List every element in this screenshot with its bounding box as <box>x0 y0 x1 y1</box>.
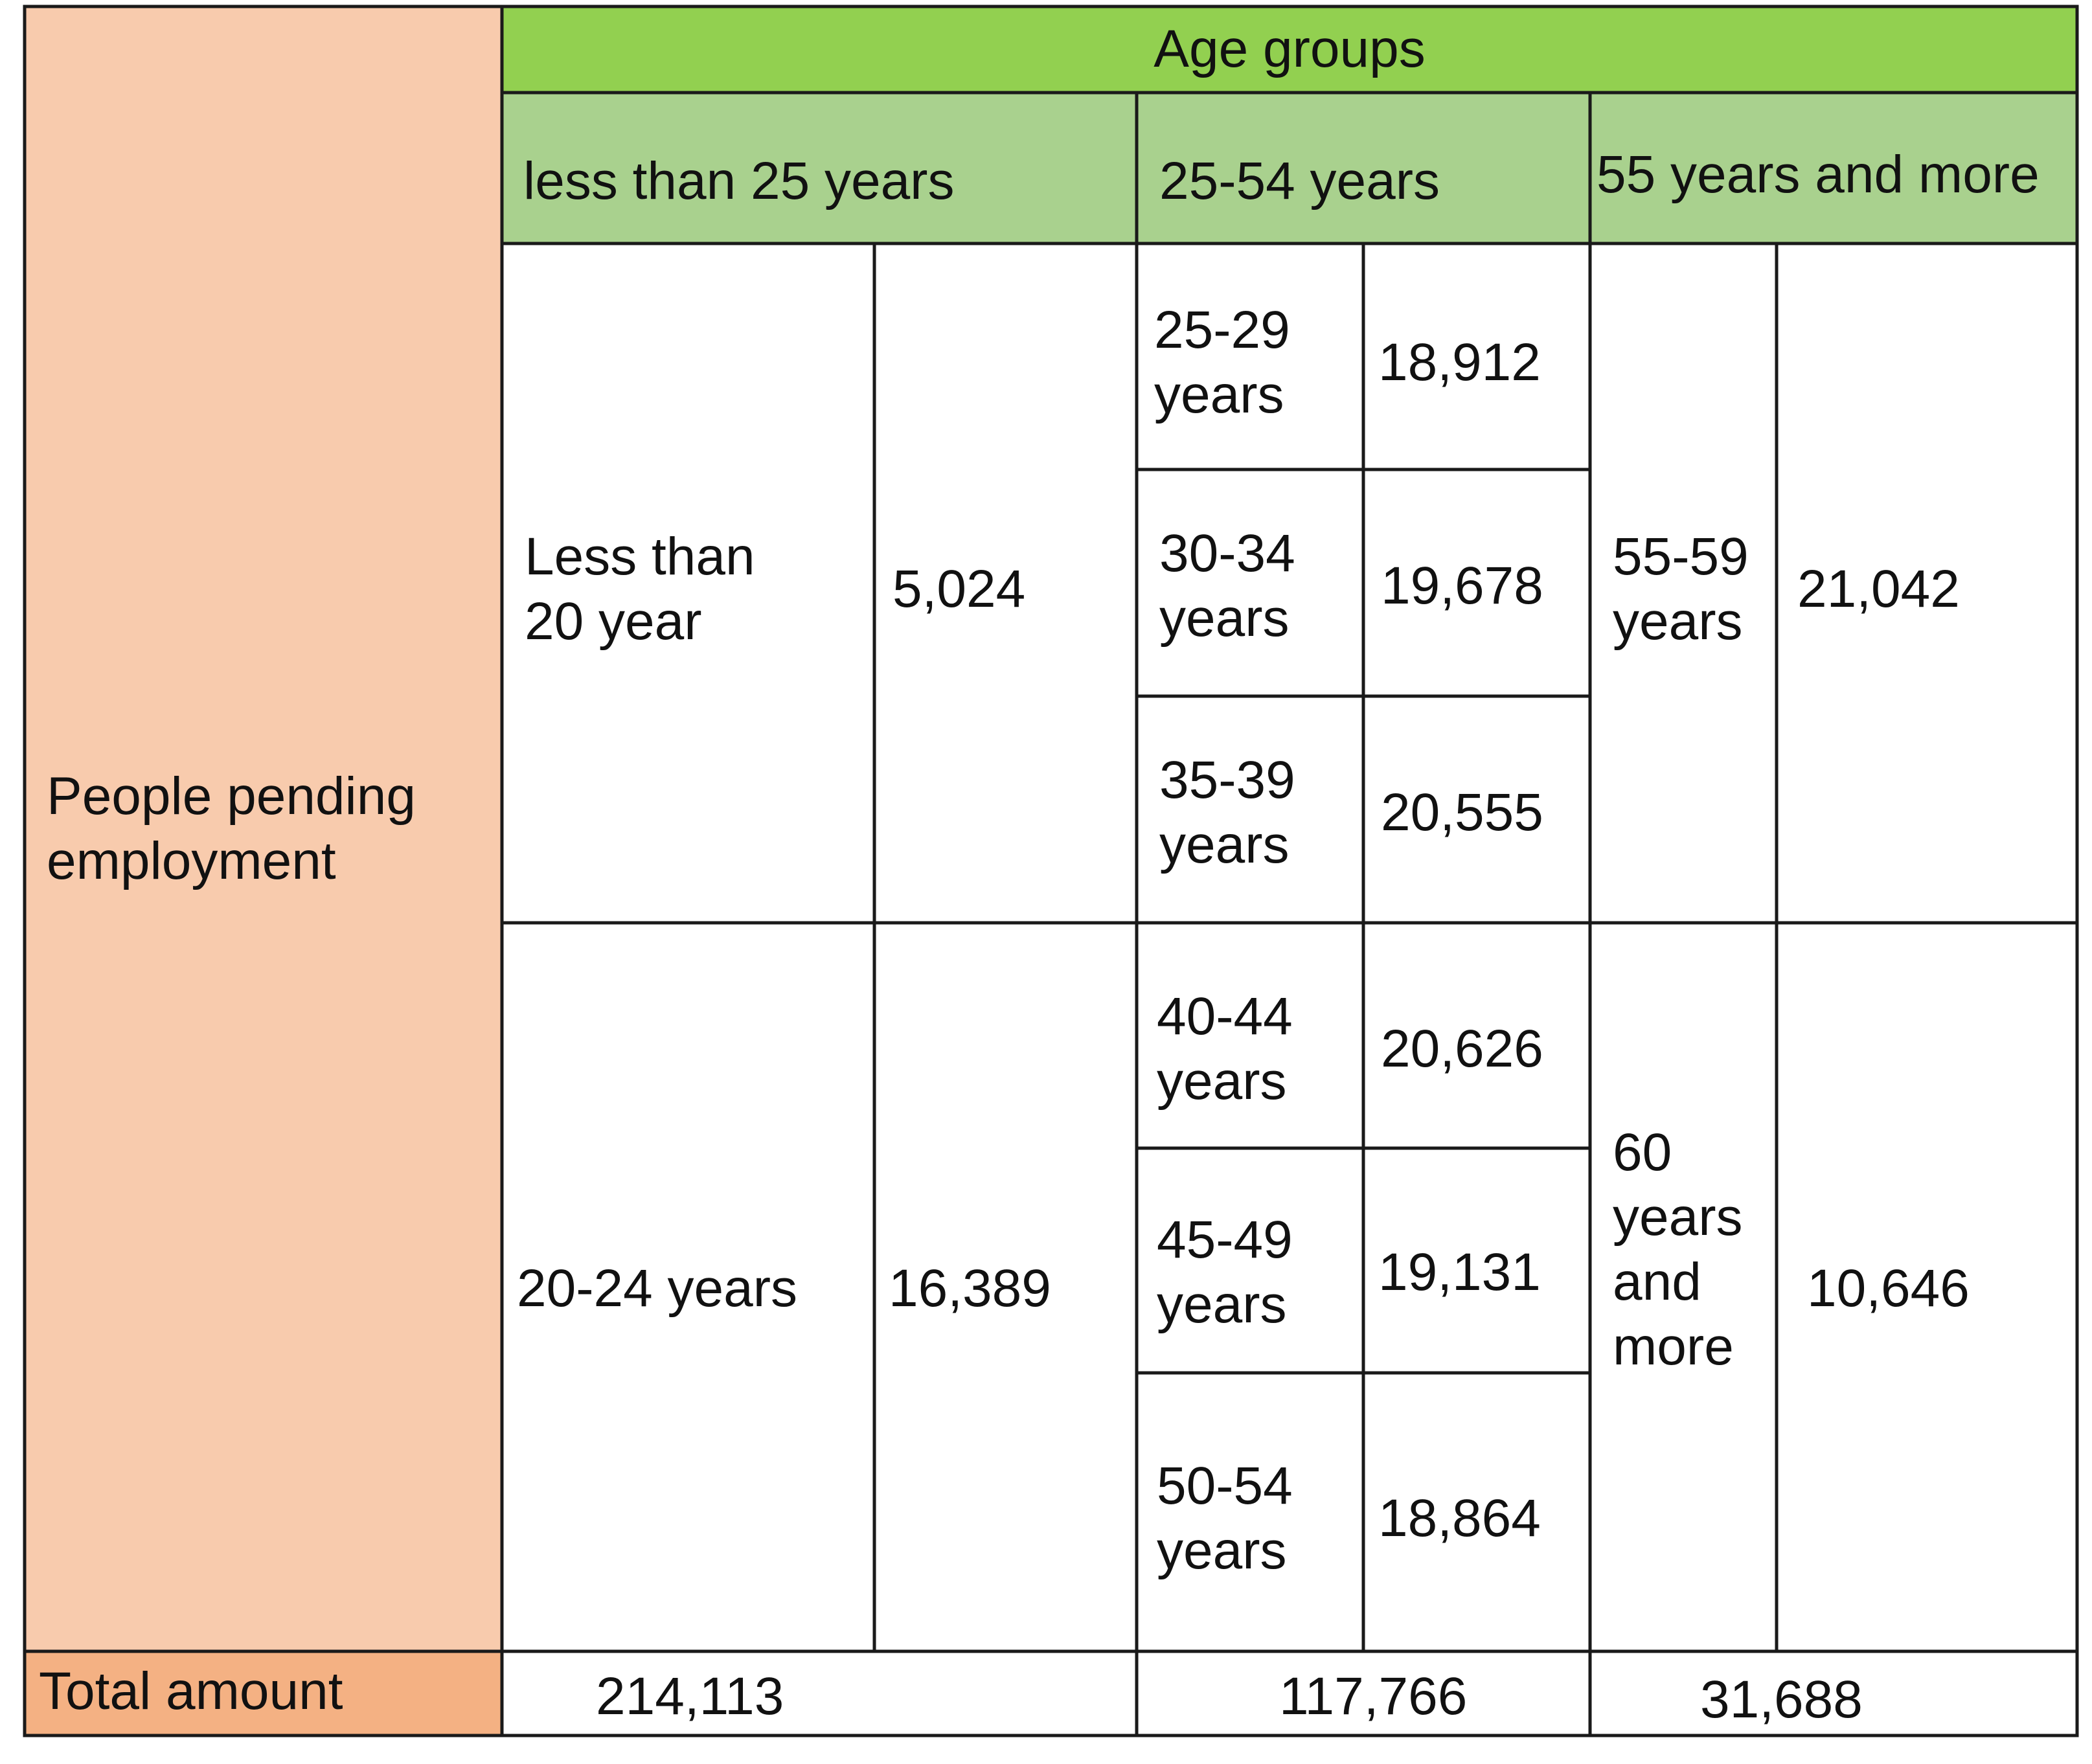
header-group-25-54: 25-54 years <box>1159 151 1440 210</box>
mid-value-5: 19,131 <box>1378 1242 1541 1302</box>
mid-value-4: 20,626 <box>1381 1019 1543 1078</box>
mid-label-6: 50-54 years <box>1157 1456 1293 1580</box>
under25-label-1: Less than 20 year <box>525 526 755 651</box>
total-55-plus: 31,688 <box>1700 1669 1863 1729</box>
total-25-54: 117,766 <box>1279 1666 1468 1726</box>
mid-label-2: 30-34 years <box>1159 523 1295 648</box>
mid-value-3: 20,555 <box>1381 782 1543 842</box>
total-label-cell <box>25 1651 502 1736</box>
header-age-groups: Age groups <box>1154 19 1426 79</box>
mid-label-5: 45-49 years <box>1157 1210 1293 1334</box>
mid-value-6: 18,864 <box>1378 1488 1541 1548</box>
total-under25: 214,113 <box>596 1666 784 1726</box>
over55-value-2: 10,646 <box>1807 1258 1970 1318</box>
under25-value-1: 5,024 <box>893 559 1026 618</box>
header-group-55-plus: 55 years and more <box>1597 144 2040 204</box>
header-top-cell <box>502 6 2077 93</box>
mid-value-1: 18,912 <box>1378 332 1541 392</box>
under25-value-2: 16,389 <box>889 1258 1051 1318</box>
header-group-under-25: less than 25 years <box>523 151 955 210</box>
over55-value-1: 21,042 <box>1797 559 1960 618</box>
over55-label-1: 55-59 years <box>1613 526 1749 651</box>
mid-label-4: 40-44 years <box>1157 986 1293 1111</box>
mid-value-2: 19,678 <box>1381 556 1543 615</box>
row-label: People pending employment <box>47 738 494 920</box>
under25-label-2: 20-24 years <box>517 1258 798 1318</box>
row-label-cell <box>25 6 502 1651</box>
total-label: Total amount <box>39 1651 492 1732</box>
mid-label-3: 35-39 years <box>1159 750 1295 874</box>
header-group-row <box>502 93 2077 243</box>
row-label-text: People pending employment <box>47 766 416 890</box>
mid-label-1: 25-29 years <box>1154 300 1290 424</box>
over55-label-2: 60 years and more <box>1613 1122 1743 1377</box>
total-label-text: Total amount <box>39 1662 343 1721</box>
